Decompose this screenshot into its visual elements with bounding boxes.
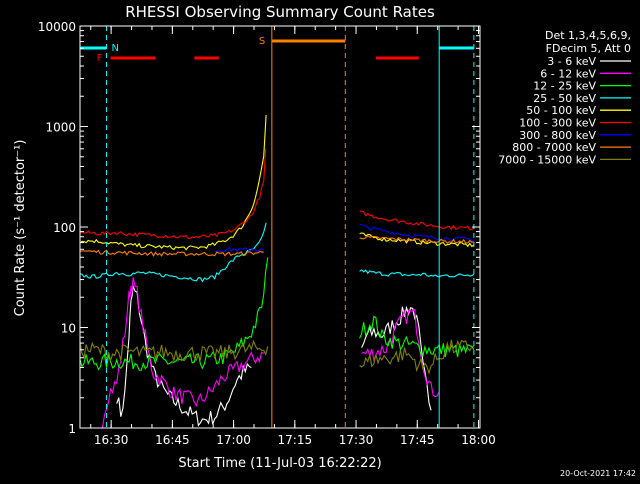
- x-tick-label: 16:45: [155, 433, 190, 447]
- series-800-7000-kev-line-pre-saa: [79, 249, 264, 257]
- series-12-25-kev-line-pre-saa: [79, 257, 269, 371]
- legend-label: 100 - 300 keV: [519, 117, 596, 130]
- series-800-7000-kev-line-post-saa: [359, 235, 474, 244]
- series-100-300-kev-line-post-saa: [359, 210, 475, 231]
- series-50-100-kev-line-pre-saa: [79, 114, 267, 251]
- night-flag-label: N: [112, 43, 119, 54]
- y-tick-label: 1000: [45, 121, 76, 135]
- legend-label: 800 - 7000 keV: [512, 141, 596, 154]
- legend-label: 12 - 25 keV: [533, 80, 596, 93]
- flare-flag-label: F: [97, 53, 103, 64]
- series-layer: [79, 114, 475, 428]
- x-tick-label: 17:00: [216, 433, 251, 447]
- series-300-800-kev-line-pre-saa: [214, 246, 264, 253]
- axes-layer: 16:30 16:45 17:00 17:15 17:30 17:45 18:00 1 10 10…: [38, 20, 496, 447]
- legend-label: 6 - 12 keV: [540, 67, 596, 80]
- saa-flag-label: S: [259, 36, 265, 47]
- x-tick-label: 17:45: [400, 433, 435, 447]
- legend-header-line-1: Det 1,3,4,5,6,9,: [545, 29, 631, 42]
- y-axis-label: Count Rate (s⁻¹ detector⁻¹): [13, 140, 28, 317]
- legend-label: 25 - 50 keV: [533, 92, 596, 105]
- x-tick-label: 16:30: [94, 433, 129, 447]
- y-tick-label: 1: [68, 422, 76, 436]
- series-100-300-kev-line-pre-saa: [79, 148, 267, 240]
- series-7000-15000-kev-line-pre-saa: [79, 339, 269, 363]
- legend-header-line-2: FDecim 5, Att 0: [546, 42, 631, 55]
- series-50-100-kev-line-post-saa: [359, 232, 475, 248]
- generated-timestamp: 20-Oct-2021 17:42: [560, 469, 636, 478]
- series-3-6-kev-line-pre-saa: [116, 284, 252, 427]
- flags-layer: NF S: [80, 26, 475, 428]
- chart-title: RHESSI Observing Summary Count Rates: [125, 3, 435, 21]
- y-tick-label: 10000: [38, 20, 76, 34]
- x-tick-label: 17:15: [278, 433, 313, 447]
- x-tick-label: 17:30: [339, 433, 374, 447]
- x-tick-label: 18:00: [461, 433, 496, 447]
- legend-label: 3 - 6 keV: [547, 55, 596, 68]
- series-25-50-kev-line-pre-saa: [79, 222, 267, 283]
- series-12-25-kev-line-post-saa: [359, 315, 475, 358]
- series-300-800-kev-line-post-saa: [359, 223, 475, 242]
- series-25-50-kev-line-post-saa: [359, 269, 475, 278]
- legend-label: 7000 - 15000 keV: [498, 153, 596, 166]
- legend-label: 50 - 100 keV: [526, 104, 596, 117]
- legend-label: 300 - 800 keV: [519, 129, 596, 142]
- series-7000-15000-kev-line-post-saa: [359, 339, 474, 376]
- x-axis-label: Start Time (11-Jul-03 16:22:22): [178, 456, 381, 471]
- series-6-12-kev-line-pre-saa: [101, 277, 265, 428]
- y-tick-label: 10: [61, 322, 76, 336]
- y-tick-label: 100: [53, 221, 76, 235]
